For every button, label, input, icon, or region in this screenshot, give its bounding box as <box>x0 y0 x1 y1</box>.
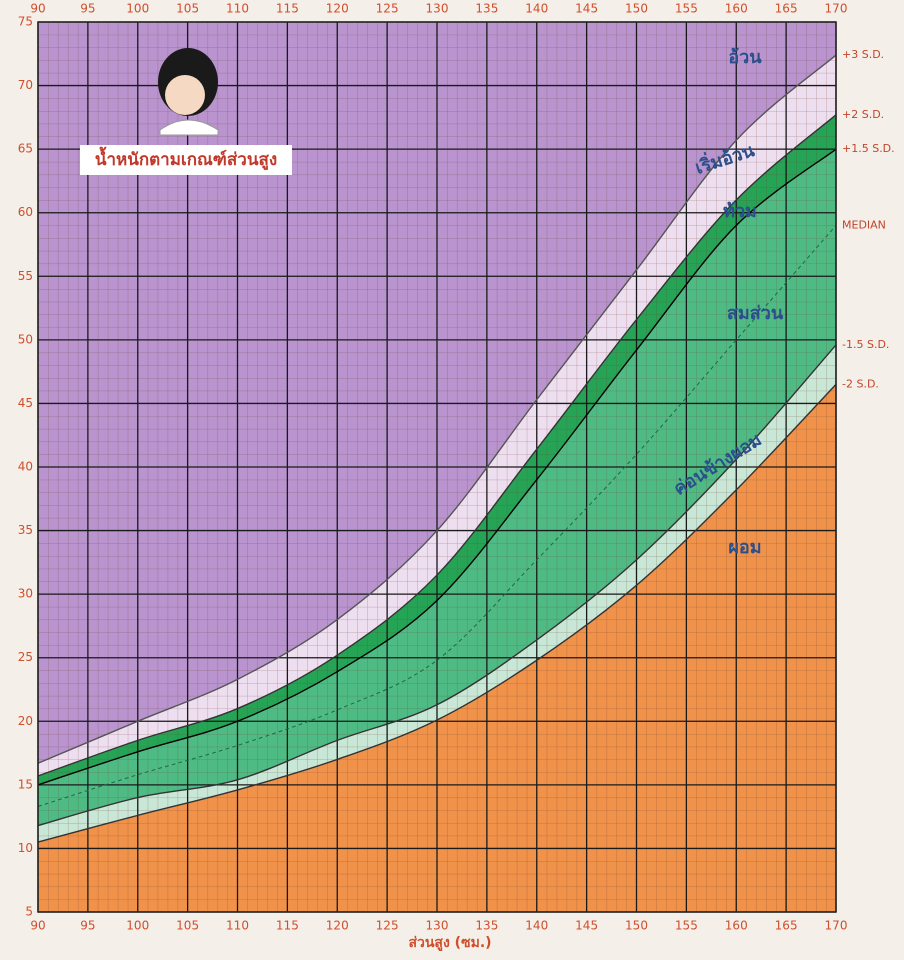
x-tick-label-top: 160 <box>725 2 748 16</box>
x-tick-label-top: 125 <box>376 2 399 16</box>
x-tick-label: 165 <box>775 919 798 933</box>
y-tick-label: 25 <box>18 650 33 664</box>
x-tick-label-top: 165 <box>775 2 798 16</box>
curve <box>37 383 837 843</box>
y-tick-label: 30 <box>18 587 33 601</box>
y-tick-label: 70 <box>18 78 33 92</box>
x-tick-label-top: 170 <box>825 2 848 16</box>
curve <box>37 225 837 807</box>
curve <box>37 114 837 777</box>
x-tick-label-top: 115 <box>276 2 299 16</box>
series-label: +3 S.D. <box>842 48 884 61</box>
y-tick-label: 50 <box>18 332 33 346</box>
zone-label: ผอม <box>728 537 761 558</box>
series-label: -1.5 S.D. <box>842 338 889 351</box>
x-tick-label: 120 <box>326 919 349 933</box>
series-label: +2 S.D. <box>842 108 884 121</box>
curves <box>37 54 837 843</box>
x-tick-label: 90 <box>30 919 45 933</box>
y-tick-label: 45 <box>18 396 33 410</box>
x-tick-label: 105 <box>176 919 199 933</box>
x-tick-label-top: 150 <box>625 2 648 16</box>
x-tick-label-top: 90 <box>30 2 45 16</box>
x-tick-label: 140 <box>525 919 548 933</box>
x-tick-label-top: 135 <box>475 2 498 16</box>
y-tick-label: 5 <box>25 905 33 919</box>
x-tick-label-top: 120 <box>326 2 349 16</box>
x-tick-label: 115 <box>276 919 299 933</box>
y-tick-label: 75 <box>18 15 33 29</box>
x-tick-label: 100 <box>126 919 149 933</box>
x-tick-label: 170 <box>825 919 848 933</box>
series-label: MEDIAN <box>842 218 886 231</box>
x-tick-label-top: 95 <box>80 2 95 16</box>
y-tick-label: 40 <box>18 460 33 474</box>
x-tick-label-top: 155 <box>675 2 698 16</box>
child-figure <box>158 48 219 136</box>
curve <box>37 148 837 786</box>
x-tick-label: 150 <box>625 919 648 933</box>
x-tick-label: 135 <box>475 919 498 933</box>
x-tick-label: 125 <box>376 919 399 933</box>
chart-title: น้ำหนักตามเกณฑ์ส่วนสูง <box>95 146 277 171</box>
y-tick-label: 35 <box>18 523 33 537</box>
x-tick-label-top: 145 <box>575 2 598 16</box>
y-tick-label: 60 <box>18 205 33 219</box>
y-tick-label: 10 <box>18 841 33 855</box>
title-box <box>80 145 292 175</box>
x-tick-label-top: 100 <box>126 2 149 16</box>
y-tick-label: 20 <box>18 714 33 728</box>
y-tick-label: 55 <box>18 269 33 283</box>
x-tick-label: 160 <box>725 919 748 933</box>
plot-frame <box>37 21 837 913</box>
x-tick-label: 145 <box>575 919 598 933</box>
zone-label: ท้วม <box>723 201 757 222</box>
curve <box>37 344 837 827</box>
curve <box>37 54 837 764</box>
x-tick-label-top: 140 <box>525 2 548 16</box>
x-tick-label-top: 130 <box>426 2 449 16</box>
y-tick-label: 15 <box>18 777 33 791</box>
x-axis-label: ส่วนสูง (ซม.) <box>408 935 491 951</box>
zone-label: อ้วน <box>728 47 762 68</box>
x-tick-label: 110 <box>226 919 249 933</box>
x-tick-label-top: 110 <box>226 2 249 16</box>
x-tick-label: 130 <box>426 919 449 933</box>
series-label: +1.5 S.D. <box>842 142 895 155</box>
x-tick-label: 95 <box>80 919 95 933</box>
y-tick-label: 65 <box>18 142 33 156</box>
zone-label: สมส่วน <box>727 303 784 324</box>
series-label: -2 S.D. <box>842 377 879 390</box>
x-tick-label: 155 <box>675 919 698 933</box>
x-tick-label-top: 105 <box>176 2 199 16</box>
